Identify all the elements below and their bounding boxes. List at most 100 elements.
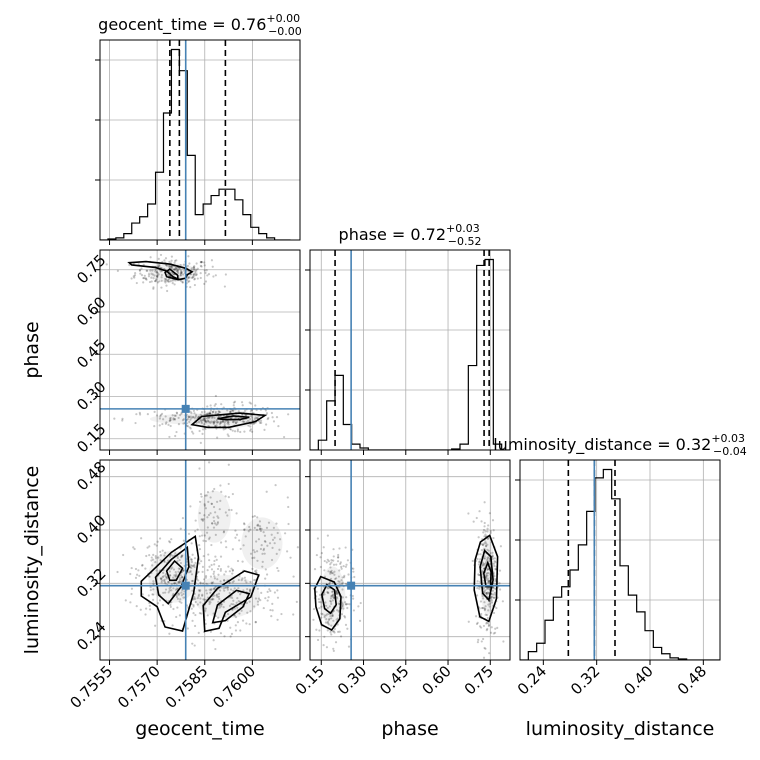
sample-point: [178, 567, 182, 570]
sample-point: [166, 264, 169, 267]
sample-point: [219, 632, 223, 635]
sample-point: [148, 608, 152, 611]
sample-point: [180, 591, 183, 594]
sample-point: [484, 613, 487, 616]
sample-point: [216, 436, 219, 439]
sample-point: [211, 597, 214, 601]
sample-point: [145, 269, 148, 272]
grid-lines: [310, 460, 510, 660]
sample-point: [146, 413, 149, 416]
sample-point: [266, 417, 269, 421]
sample-point: [245, 601, 248, 605]
sample-point: [265, 490, 268, 493]
sample-point: [204, 271, 207, 274]
sample-point: [172, 587, 175, 590]
sample-point: [483, 601, 486, 604]
sample-point: [484, 544, 488, 547]
sample-point: [162, 579, 165, 582]
sample-point: [129, 601, 132, 604]
sample-point: [209, 421, 212, 424]
sample-point: [256, 524, 259, 527]
sample-point: [331, 593, 335, 596]
sample-point: [177, 581, 180, 584]
sample-point: [347, 645, 351, 648]
sample-point: [218, 410, 221, 414]
sample-point: [273, 591, 277, 594]
sample-point: [150, 276, 153, 279]
sample-point: [212, 598, 215, 601]
sample-point: [273, 536, 276, 539]
sample-point: [128, 263, 131, 267]
sample-point: [173, 268, 176, 271]
sample-point: [329, 631, 332, 634]
sample-point: [203, 534, 206, 537]
sample-point: [341, 605, 344, 608]
sample-point: [251, 515, 254, 518]
sample-point: [339, 635, 343, 638]
sample-point: [342, 564, 345, 568]
sample-point: [263, 428, 266, 431]
sample-point: [170, 538, 173, 541]
sample-point: [254, 404, 257, 407]
histogram-step-geocent_time: [100, 48, 291, 240]
sample-point: [195, 268, 198, 271]
sample-point: [222, 428, 225, 431]
sample-point: [336, 597, 339, 600]
sample-point: [263, 534, 267, 537]
sample-point: [341, 601, 344, 604]
sample-cloud: [105, 253, 290, 444]
density-contour: [479, 549, 494, 602]
sample-point: [336, 556, 340, 559]
sample-point: [190, 411, 193, 415]
sample-point: [145, 607, 148, 610]
sample-point: [196, 267, 199, 270]
sample-point: [254, 620, 257, 624]
sample-point: [233, 587, 236, 590]
sample-point: [154, 556, 157, 559]
sample-point: [175, 595, 179, 599]
sample-point: [160, 286, 163, 289]
sample-point: [157, 257, 160, 261]
sample-point: [323, 559, 326, 563]
sample-point: [152, 580, 155, 583]
sample-point: [199, 492, 203, 496]
sample-point: [210, 598, 214, 601]
hist-panel-phase-content: [310, 250, 510, 450]
sample-point: [154, 554, 157, 558]
sample-point: [261, 560, 264, 564]
sample-point: [121, 419, 124, 422]
sample-point: [141, 564, 144, 567]
sample-point: [192, 604, 195, 607]
sample-point: [344, 565, 347, 568]
sample-point: [319, 601, 322, 604]
sample-point: [130, 587, 134, 590]
sample-point: [164, 422, 167, 425]
sample-point: [160, 273, 163, 277]
sample-point: [263, 539, 267, 543]
sample-point: [236, 559, 240, 563]
sample-point: [241, 560, 244, 563]
sample-point: [137, 263, 140, 266]
sample-point: [489, 531, 492, 534]
sample-point: [271, 602, 274, 605]
sample-point: [495, 606, 498, 610]
sample-point: [332, 563, 336, 566]
sample-point: [153, 274, 156, 277]
sample-point: [209, 412, 212, 415]
sample-point: [337, 553, 340, 557]
sample-point: [219, 569, 222, 572]
sample-point: [216, 521, 220, 524]
sample-point: [218, 597, 221, 600]
sample-point: [272, 526, 275, 529]
y-axis-label-phase: phase: [21, 321, 43, 378]
density-core: [197, 490, 231, 543]
sample-point: [323, 614, 326, 617]
sample-point: [159, 559, 162, 562]
sample-point: [228, 604, 232, 607]
sample-point: [332, 548, 335, 551]
sample-point: [165, 278, 168, 281]
sample-point: [174, 434, 177, 438]
sample-point: [474, 615, 478, 618]
sample-point: [200, 419, 203, 422]
